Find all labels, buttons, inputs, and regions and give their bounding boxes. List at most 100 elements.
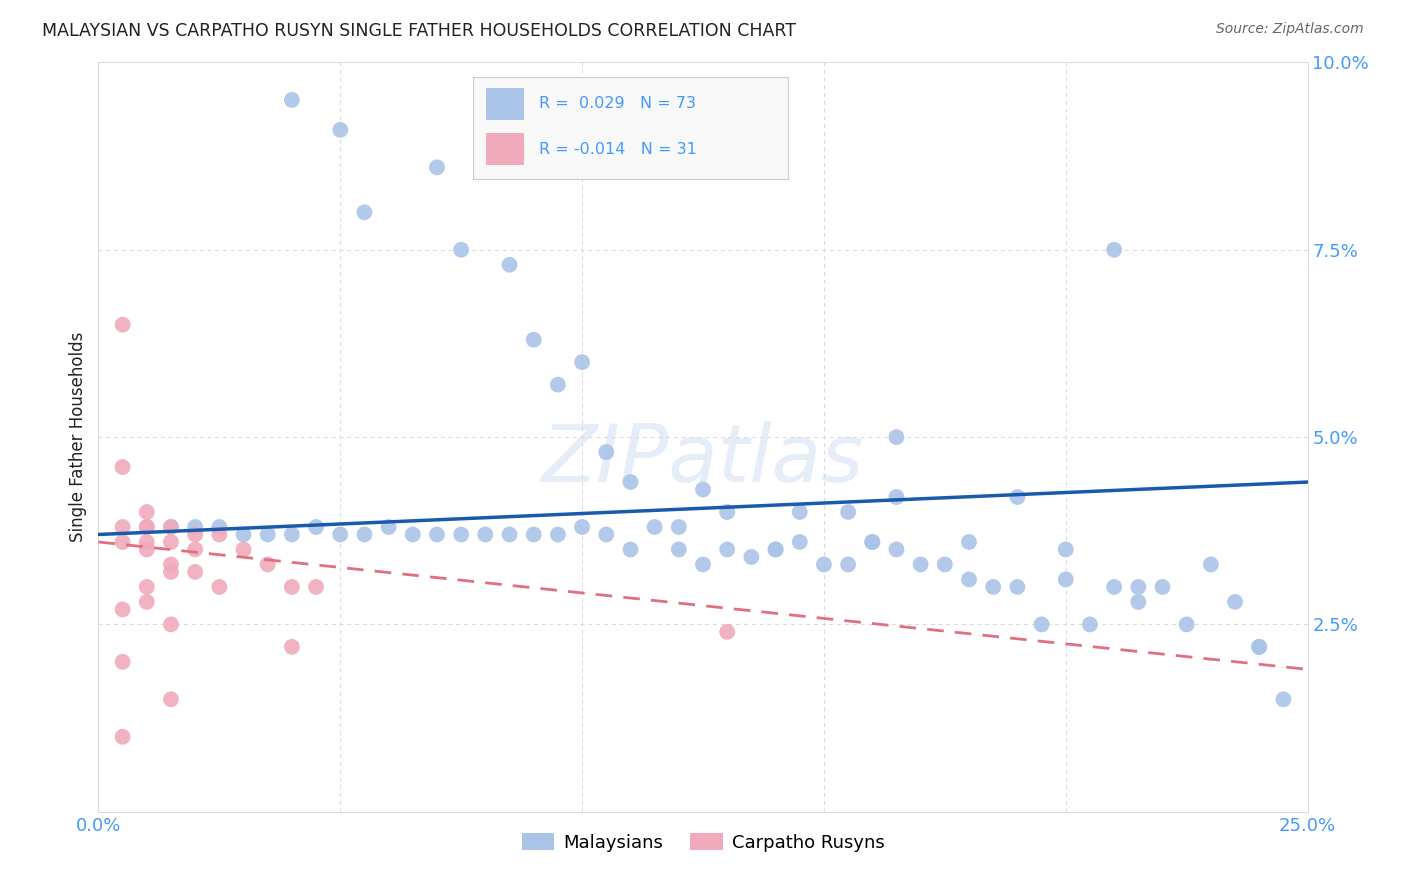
- Point: [886, 490, 908, 504]
- Point: [1128, 595, 1150, 609]
- Point: [1054, 542, 1077, 557]
- Point: [523, 333, 546, 347]
- Point: [498, 258, 520, 272]
- Point: [208, 527, 231, 541]
- Point: [281, 93, 304, 107]
- Point: [860, 535, 883, 549]
- Point: [184, 565, 207, 579]
- Point: [1007, 580, 1029, 594]
- Point: [644, 520, 666, 534]
- Point: [135, 535, 157, 549]
- Point: [256, 558, 278, 572]
- Point: [1175, 617, 1198, 632]
- Point: [957, 573, 980, 587]
- Point: [716, 542, 738, 557]
- Point: [232, 527, 254, 541]
- Point: [329, 527, 352, 541]
- Point: [256, 527, 278, 541]
- Point: [111, 602, 134, 616]
- Point: [498, 527, 520, 541]
- Point: [329, 123, 352, 137]
- Point: [111, 460, 134, 475]
- Point: [1199, 558, 1222, 572]
- Point: [981, 580, 1004, 594]
- Point: [957, 535, 980, 549]
- Point: [740, 549, 762, 564]
- Point: [668, 542, 690, 557]
- Point: [523, 527, 546, 541]
- Point: [377, 520, 399, 534]
- Point: [1007, 490, 1029, 504]
- Point: [135, 520, 157, 534]
- Text: MALAYSIAN VS CARPATHO RUSYN SINGLE FATHER HOUSEHOLDS CORRELATION CHART: MALAYSIAN VS CARPATHO RUSYN SINGLE FATHE…: [42, 22, 796, 40]
- Point: [692, 558, 714, 572]
- Point: [426, 527, 449, 541]
- Point: [765, 542, 787, 557]
- Point: [353, 205, 375, 219]
- Point: [111, 520, 134, 534]
- Point: [111, 535, 134, 549]
- Point: [305, 580, 328, 594]
- Point: [1102, 243, 1125, 257]
- Point: [450, 527, 472, 541]
- Point: [160, 565, 183, 579]
- Point: [208, 580, 231, 594]
- Point: [135, 580, 157, 594]
- Point: [135, 595, 157, 609]
- Point: [692, 483, 714, 497]
- Point: [547, 527, 569, 541]
- Point: [111, 655, 134, 669]
- Point: [135, 542, 157, 557]
- Point: [160, 617, 183, 632]
- Point: [1054, 573, 1077, 587]
- Point: [789, 505, 811, 519]
- Point: [135, 520, 157, 534]
- Point: [595, 445, 617, 459]
- Point: [1249, 640, 1271, 654]
- Point: [281, 580, 304, 594]
- Point: [402, 527, 425, 541]
- Point: [160, 520, 183, 534]
- Point: [910, 558, 932, 572]
- Point: [1249, 640, 1271, 654]
- Point: [595, 527, 617, 541]
- Point: [1078, 617, 1101, 632]
- Point: [934, 558, 956, 572]
- Legend: Malaysians, Carpatho Rusyns: Malaysians, Carpatho Rusyns: [515, 826, 891, 859]
- Point: [716, 505, 738, 519]
- Point: [111, 730, 134, 744]
- Point: [160, 520, 183, 534]
- Point: [619, 475, 641, 489]
- Point: [353, 527, 375, 541]
- Point: [281, 527, 304, 541]
- Point: [111, 318, 134, 332]
- Point: [305, 520, 328, 534]
- Point: [1031, 617, 1053, 632]
- Point: [160, 535, 183, 549]
- Point: [184, 542, 207, 557]
- Text: ZIPatlas: ZIPatlas: [541, 420, 865, 499]
- Point: [1223, 595, 1246, 609]
- Point: [1272, 692, 1295, 706]
- Point: [789, 535, 811, 549]
- Point: [160, 558, 183, 572]
- Point: [450, 243, 472, 257]
- Point: [837, 505, 859, 519]
- Point: [184, 520, 207, 534]
- Point: [813, 558, 835, 572]
- Point: [571, 355, 593, 369]
- Point: [571, 520, 593, 534]
- Point: [619, 542, 641, 557]
- Point: [184, 527, 207, 541]
- Point: [1152, 580, 1174, 594]
- Point: [716, 624, 738, 639]
- Point: [547, 377, 569, 392]
- Point: [426, 161, 449, 175]
- Y-axis label: Single Father Households: Single Father Households: [69, 332, 87, 542]
- Point: [281, 640, 304, 654]
- Point: [135, 505, 157, 519]
- Point: [765, 542, 787, 557]
- Point: [1102, 580, 1125, 594]
- Point: [232, 542, 254, 557]
- Point: [160, 692, 183, 706]
